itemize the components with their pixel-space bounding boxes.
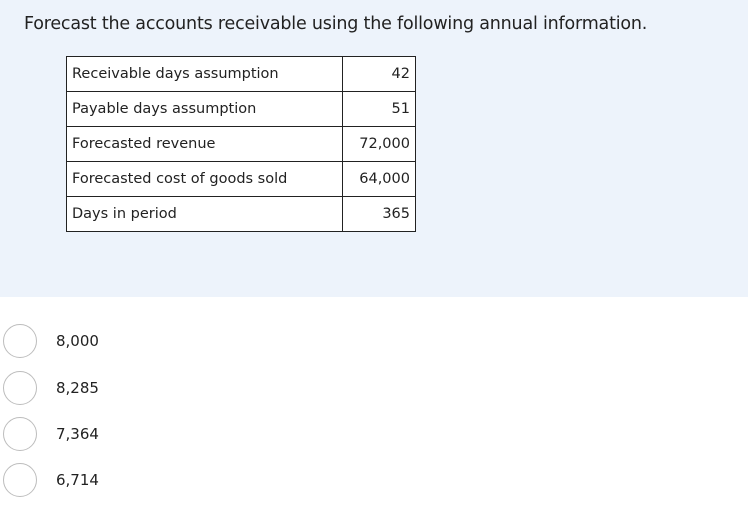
table-row: Payable days assumption 51 — [66, 91, 416, 127]
option-label: 8,285 — [56, 379, 99, 397]
table-row: Receivable days assumption 42 — [66, 56, 416, 92]
radio-button[interactable] — [3, 324, 37, 358]
answer-option-3[interactable]: 7,364 — [3, 417, 303, 453]
table-cell-value: 64,000 — [342, 161, 416, 197]
table-cell-label: Forecasted revenue — [66, 126, 343, 162]
radio-button[interactable] — [3, 371, 37, 405]
question-panel: Forecast the accounts receivable using t… — [0, 0, 748, 297]
table-row: Forecasted cost of goods sold 64,000 — [66, 161, 416, 197]
table-cell-label: Receivable days assumption — [66, 56, 343, 92]
option-label: 8,000 — [56, 332, 99, 350]
table-row: Forecasted revenue 72,000 — [66, 126, 416, 162]
table-cell-label: Forecasted cost of goods sold — [66, 161, 343, 197]
answer-option-1[interactable]: 8,000 — [3, 324, 303, 360]
answer-option-4[interactable]: 6,714 — [3, 463, 303, 499]
table-row: Days in period 365 — [66, 196, 416, 232]
question-text: Forecast the accounts receivable using t… — [24, 14, 648, 34]
info-table: Receivable days assumption 42 Payable da… — [66, 56, 416, 232]
table-cell-value: 42 — [342, 56, 416, 92]
table-cell-label: Payable days assumption — [66, 91, 343, 127]
radio-button[interactable] — [3, 417, 37, 451]
table-cell-value: 51 — [342, 91, 416, 127]
option-label: 7,364 — [56, 425, 99, 443]
answer-option-2[interactable]: 8,285 — [3, 371, 303, 407]
option-label: 6,714 — [56, 471, 99, 489]
radio-button[interactable] — [3, 463, 37, 497]
table-cell-value: 365 — [342, 196, 416, 232]
table-cell-label: Days in period — [66, 196, 343, 232]
table-cell-value: 72,000 — [342, 126, 416, 162]
